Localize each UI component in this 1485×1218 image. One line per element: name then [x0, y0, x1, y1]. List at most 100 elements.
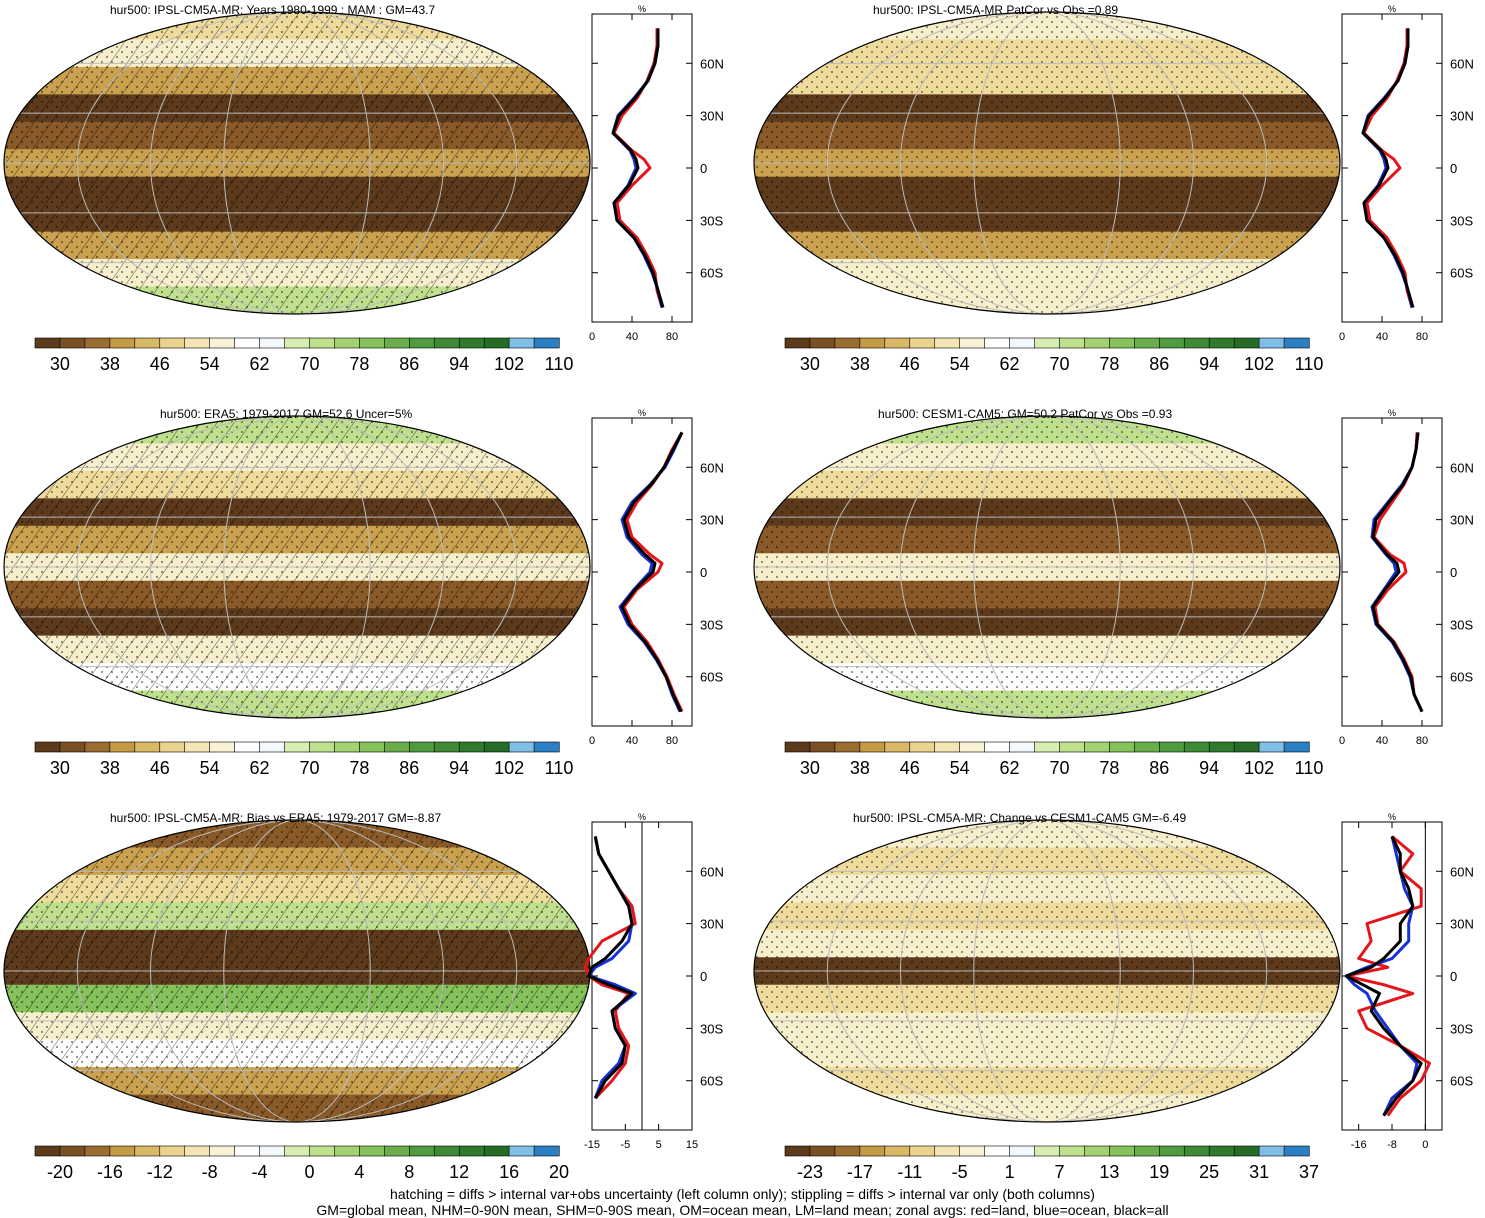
lat-label: 30S: [1450, 213, 1473, 228]
zonal-unit: %: [638, 812, 646, 822]
zonal-line-all: [611, 28, 665, 309]
lat-label: 30N: [700, 917, 724, 932]
lat-label: 60N: [700, 864, 724, 879]
colorbar-label: 102: [494, 354, 524, 374]
colorbar-label: 102: [1244, 354, 1274, 374]
colorbar-swatch: [134, 1145, 161, 1157]
colorbar-swatch: [1084, 741, 1110, 753]
colorbar-swatch: [159, 337, 186, 349]
map-outline: [3, 11, 591, 315]
colorbar-label: 110: [1295, 354, 1324, 374]
colorbar-swatch: [1158, 337, 1185, 349]
colorbar-swatch: [884, 741, 911, 753]
lat-label: 30N: [1450, 917, 1474, 932]
zonal-unit: %: [1388, 4, 1396, 14]
colorbar-swatch: [1084, 337, 1110, 349]
lat-label: 0: [1450, 161, 1457, 176]
lat-label: 60N: [1450, 460, 1474, 475]
zonal-unit: %: [1388, 812, 1396, 822]
colorbar-label: 0: [304, 1162, 314, 1182]
x-tick-label: 5: [656, 1139, 662, 1151]
lat-label: 0: [700, 565, 707, 580]
map-outline: [3, 415, 591, 719]
colorbar-swatch: [959, 1145, 986, 1157]
colorbar-swatch: [1109, 1145, 1135, 1157]
colorbar-swatch: [1233, 1145, 1260, 1157]
colorbar-swatch: [1034, 1145, 1061, 1157]
colorbar-label: 102: [494, 758, 524, 778]
colorbar-swatch: [309, 741, 336, 753]
x-tick-label: 80: [666, 331, 678, 343]
colorbar-swatch: [284, 1145, 311, 1157]
colorbar-label: 86: [1149, 758, 1169, 778]
zonal-unit: %: [638, 4, 646, 14]
x-tick-label: 0: [1339, 735, 1345, 747]
colorbar-swatch: [59, 741, 86, 753]
colorbar-swatch: [909, 1145, 936, 1157]
colorbar-label: 62: [250, 758, 270, 778]
colorbar-label: 70: [1049, 758, 1069, 778]
colorbar-swatch: [84, 741, 111, 753]
colorbar-swatch: [1233, 337, 1260, 349]
colorbar-swatch: [809, 741, 836, 753]
graticule-meridian: [826, 820, 1268, 1122]
colorbar-label: 62: [250, 354, 270, 374]
colorbar-swatch: [1134, 337, 1160, 349]
x-tick-label: -16: [1351, 1139, 1367, 1151]
colorbar-label: 30: [800, 354, 820, 374]
colorbar-label: -16: [97, 1162, 123, 1182]
colorbar-label: 30: [800, 758, 820, 778]
map-model-climatology: [4, 12, 590, 314]
colorbar-label: 20: [549, 1162, 569, 1182]
map-outline: [753, 11, 1341, 315]
colorbar-label: 54: [200, 354, 220, 374]
lat-label: 60S: [1450, 670, 1473, 685]
colorbar-label: 94: [1199, 758, 1219, 778]
colorbar-swatch: [458, 1145, 485, 1157]
map-model-bias: [4, 820, 590, 1122]
panel-obs-climatology: 30 38 46 54 62 70 78 86 94 102 110% 60N 30N 0 30S 60S 0 4…: [3, 408, 724, 778]
colorbar-label: 12: [449, 1162, 469, 1182]
graticule-meridian: [223, 12, 371, 314]
graticule-meridian: [150, 820, 444, 1122]
colorbar-swatch: [34, 1145, 61, 1157]
panel-model-bias: -20 -16 -12 -8 -4 0 4 8 12 16 20% 60N 30N 0 30S 60S -15 -…: [3, 812, 724, 1182]
colorbar-label: 37: [1299, 1162, 1319, 1182]
colorbar-swatch: [209, 741, 236, 753]
colorbar-swatch: [159, 741, 186, 753]
colorbar-swatch: [483, 1145, 510, 1157]
colorbar-label: 54: [950, 354, 970, 374]
colorbar-label: 54: [200, 758, 220, 778]
zonal-line-all: [587, 836, 634, 1099]
graticule-meridian: [76, 416, 518, 718]
colorbar-swatch: [483, 741, 510, 753]
zonal-profile-frame: [1341, 13, 1443, 323]
colorbar-swatch: [259, 741, 286, 753]
colorbar-swatch: [84, 1145, 111, 1157]
colorbar-swatch: [184, 1145, 211, 1157]
colorbar-label: 16: [499, 1162, 519, 1182]
colorbar-label: 70: [1049, 354, 1069, 374]
panel-title-model-climatology: hur500: IPSL-CM5A-MR: Years 1980-1999 : …: [110, 3, 436, 17]
lat-label: 60S: [700, 266, 723, 281]
colorbar-swatch: [334, 741, 360, 753]
colorbar-swatch: [1183, 741, 1210, 753]
zonal-profile-frame: [1341, 821, 1443, 1131]
graticule-meridian: [973, 820, 1121, 1122]
colorbar-swatch: [1208, 741, 1235, 753]
colorbar-swatch: [209, 1145, 236, 1157]
x-tick-label: 0: [1339, 331, 1345, 343]
colorbar-swatch: [1009, 337, 1036, 349]
colorbar-swatch: [384, 1145, 410, 1157]
colorbar-label: -20: [47, 1162, 73, 1182]
colorbar-swatch: [234, 337, 261, 349]
colorbar-swatch: [458, 741, 485, 753]
graticule-meridian: [223, 820, 371, 1122]
lat-label: 60S: [700, 670, 723, 685]
colorbar-label: 1: [1005, 1162, 1015, 1182]
colorbar-swatch: [834, 741, 861, 753]
graticule-meridian: [900, 12, 1194, 314]
colorbar-swatch: [934, 1145, 961, 1157]
colorbar-swatch: [433, 1145, 460, 1157]
x-tick-label: 80: [1416, 331, 1428, 343]
